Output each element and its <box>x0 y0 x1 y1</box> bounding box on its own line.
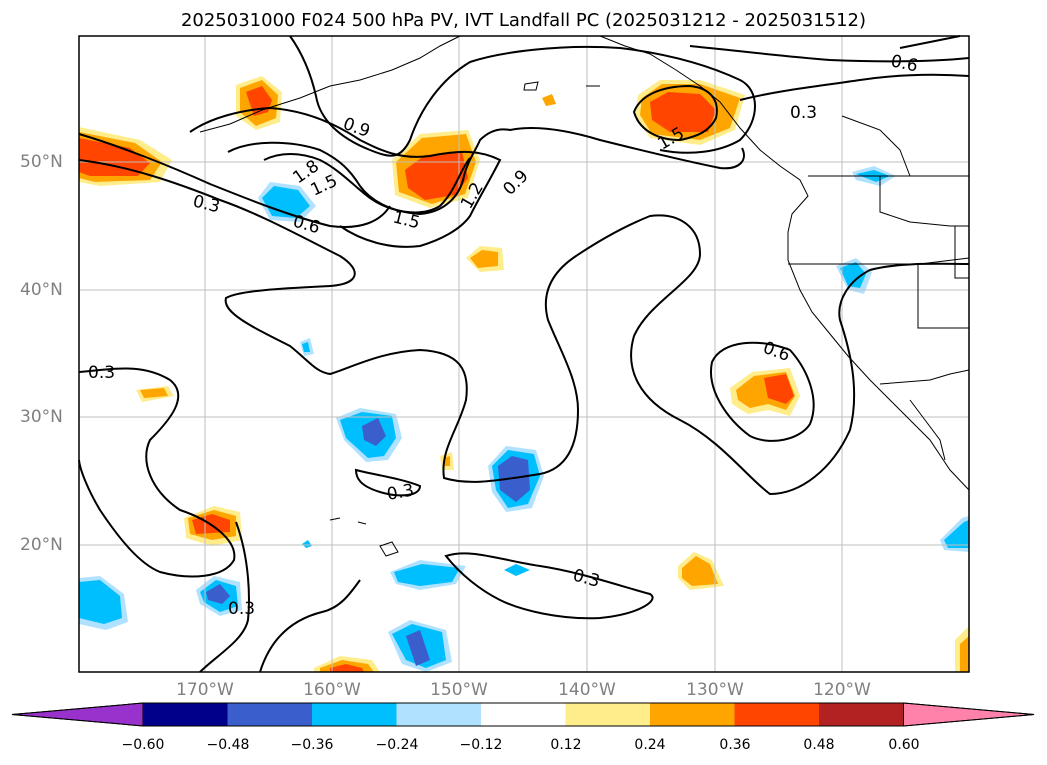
contour-0.3-south <box>78 367 236 578</box>
colorbar-tick-label: 0.60 <box>888 737 920 753</box>
colorbar-outline <box>11 702 1035 727</box>
colorbar-segment <box>481 703 566 726</box>
colorbar-segment <box>143 703 228 726</box>
contour-label: 0.3 <box>228 599 255 619</box>
contour-0.3-b <box>259 579 361 673</box>
contour-0.6-ne <box>689 45 970 63</box>
lat-label: 40°N <box>20 280 63 300</box>
map-title: 2025031000 F024 500 hPa PV, IVT Landfall… <box>180 10 867 31</box>
contour-0.3-a <box>199 521 250 673</box>
contour-1.2 <box>227 127 745 216</box>
pv-contours <box>78 35 970 673</box>
lat-label: 50°N <box>20 152 63 172</box>
contour-0.9-ne <box>632 84 718 142</box>
colorbar-segment <box>650 703 735 726</box>
colorbar-tick-label: −0.48 <box>206 737 250 753</box>
lon-label: 160°W <box>303 680 361 700</box>
contour-0.6-ring <box>710 341 815 442</box>
colorbar-extend-min <box>11 702 144 727</box>
colorbar-tick-label: 0.24 <box>634 737 666 753</box>
contour-0.3-small <box>354 468 422 497</box>
contour-label: 0.3 <box>790 103 817 123</box>
contour-label: 0.3 <box>385 481 415 505</box>
graticule <box>79 36 969 672</box>
colorbar-tick-label: −0.60 <box>121 737 165 753</box>
map-background <box>79 36 969 672</box>
contour-upper <box>289 35 756 157</box>
contour-0.3-ne <box>739 73 970 101</box>
contour-0.9 <box>189 106 502 248</box>
lon-label: 120°W <box>813 680 871 700</box>
contour-0.3-south-b <box>444 552 654 620</box>
negative-anomaly-shading <box>79 166 969 672</box>
colorbar-tick-label: 0.12 <box>550 737 582 753</box>
colorbar-tick-label: 0.48 <box>803 737 835 753</box>
contour-ne-top <box>899 35 961 49</box>
colorbar-tick-label: 0.36 <box>719 737 751 753</box>
lat-label: 20°N <box>20 535 63 555</box>
lon-label: 130°W <box>686 680 744 700</box>
lat-label: 30°N <box>20 407 63 427</box>
colorbar-tick-label: −0.12 <box>459 737 503 753</box>
colorbar <box>11 702 1035 727</box>
coastlines <box>199 35 970 557</box>
colorbar-segment <box>396 703 481 726</box>
map-frame <box>78 35 970 673</box>
contour-1.5 <box>263 153 471 214</box>
colorbar-segment <box>734 703 819 726</box>
contour-0.6 <box>78 133 391 228</box>
lon-label: 170°W <box>176 680 234 700</box>
shading-westpac-red <box>79 138 150 176</box>
colorbar-tick-label: −0.24 <box>375 737 419 753</box>
contour-label: 0.3 <box>88 363 115 383</box>
colorbar-extend-max <box>903 702 1035 727</box>
lon-label: 140°W <box>558 680 616 700</box>
lon-label: 150°W <box>430 680 488 700</box>
contour-0.3-north <box>78 159 970 496</box>
colorbar-tick-label: −0.36 <box>290 737 334 753</box>
colorbar-segment <box>565 703 650 726</box>
colorbar-segment <box>312 703 397 726</box>
colorbar-segment <box>819 703 904 726</box>
colorbar-segment <box>227 703 312 726</box>
